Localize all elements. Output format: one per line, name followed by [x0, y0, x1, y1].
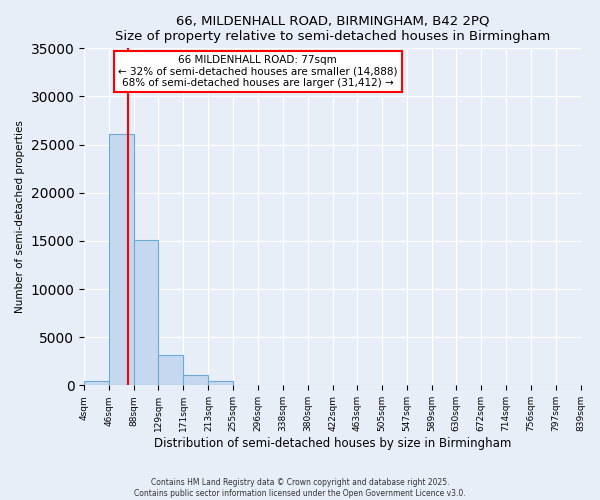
Text: Contains HM Land Registry data © Crown copyright and database right 2025.
Contai: Contains HM Land Registry data © Crown c…: [134, 478, 466, 498]
Bar: [134, 240, 158, 386]
Y-axis label: Number of semi-detached properties: Number of semi-detached properties: [15, 120, 25, 314]
Title: 66, MILDENHALL ROAD, BIRMINGHAM, B42 2PQ
Size of property relative to semi-detac: 66, MILDENHALL ROAD, BIRMINGHAM, B42 2PQ…: [115, 15, 550, 43]
Bar: [84, 382, 109, 386]
X-axis label: Distribution of semi-detached houses by size in Birmingham: Distribution of semi-detached houses by …: [154, 437, 511, 450]
Bar: [208, 380, 233, 386]
Bar: [184, 375, 208, 386]
Bar: [158, 356, 184, 386]
Bar: [109, 134, 134, 386]
Text: 66 MILDENHALL ROAD: 77sqm
← 32% of semi-detached houses are smaller (14,888)
68%: 66 MILDENHALL ROAD: 77sqm ← 32% of semi-…: [118, 55, 398, 88]
